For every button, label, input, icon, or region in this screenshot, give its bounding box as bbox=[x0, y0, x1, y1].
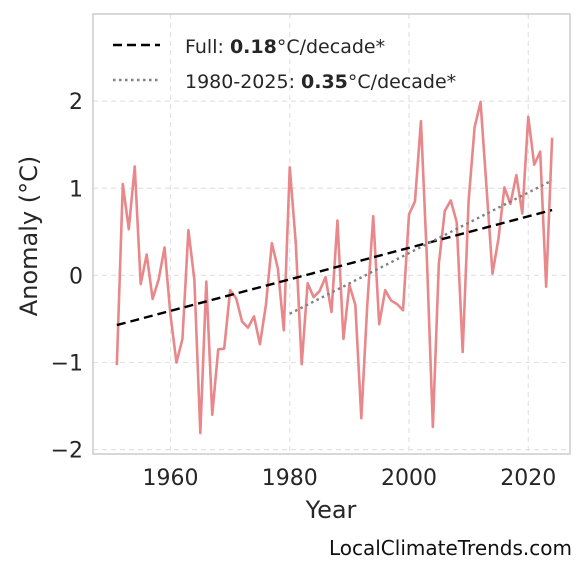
plot-area bbox=[115, 100, 554, 435]
watermark-text: LocalClimateTrends.com bbox=[328, 536, 572, 560]
x-axis-title: Year bbox=[305, 496, 357, 524]
y-tick-label: −2 bbox=[51, 439, 83, 464]
y-tick-label: −1 bbox=[51, 352, 83, 377]
x-tick-label: 2020 bbox=[500, 466, 556, 491]
legend-label: Full: 0.18°C/decade* bbox=[185, 36, 385, 58]
y-axis-ticks: −2 −1 0 1 2 bbox=[51, 90, 83, 464]
y-axis-title: Anomaly (°C) bbox=[15, 156, 43, 316]
x-tick-label: 2000 bbox=[381, 466, 437, 491]
plot-frame bbox=[92, 13, 571, 455]
y-tick-label: 2 bbox=[69, 90, 83, 115]
x-tick-label: 1980 bbox=[262, 466, 318, 491]
legend-label: 1980-2025: 0.35°C/decade* bbox=[185, 71, 456, 93]
full-trend-line bbox=[116, 208, 553, 327]
y-tick-label: 0 bbox=[69, 264, 83, 289]
grid-lines bbox=[93, 14, 570, 454]
y-tick-label: 1 bbox=[69, 177, 83, 202]
recent-trend-line bbox=[289, 179, 553, 315]
x-axis-ticks: 1960 1980 2000 2020 bbox=[143, 466, 557, 491]
anomaly-series-line bbox=[115, 100, 554, 435]
legend: Full: 0.18°C/decade* 1980-2025: 0.35°C/de… bbox=[113, 36, 456, 93]
x-tick-label: 1960 bbox=[143, 466, 199, 491]
